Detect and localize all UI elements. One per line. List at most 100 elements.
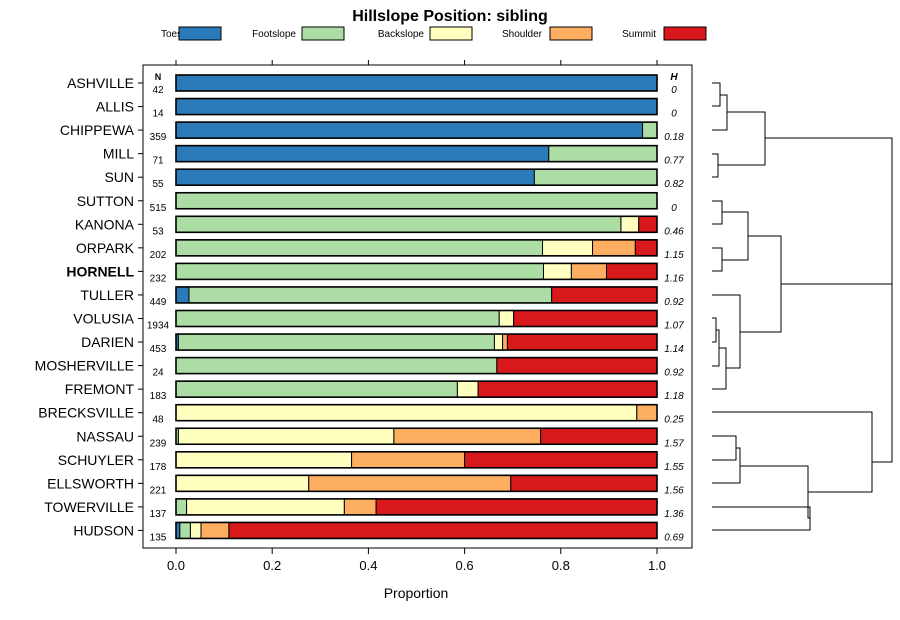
bar-segment-ashville-toeslope — [175, 74, 658, 92]
bar-row-darien — [175, 333, 658, 351]
bar-row-nassau — [175, 427, 658, 446]
h-value-kanona: 0.46 — [664, 226, 684, 237]
bar-segment-mosherville-summit — [496, 357, 658, 375]
bar-segment-brecksville-shoulder — [636, 404, 658, 422]
legend-swatch-summit — [663, 26, 707, 41]
n-value-brecksville: 48 — [152, 415, 164, 426]
n-value-nassau: 239 — [150, 438, 167, 449]
bars — [175, 74, 658, 540]
bar-row-kanona — [175, 215, 658, 234]
bar-segment-sutton-footslope — [175, 192, 658, 210]
h-value-ellsworth: 1.56 — [664, 485, 684, 496]
bar-outline — [175, 239, 658, 257]
bar-segment-tuller-toeslope — [175, 286, 190, 304]
bar-segment-hudson-footslope — [179, 521, 191, 539]
row-label-tuller: TULLER — [80, 287, 134, 303]
h-value-hudson: 0.69 — [664, 532, 684, 543]
bar-segment-nassau-backslope — [177, 427, 395, 445]
bar-segment-hornell-backslope — [542, 262, 572, 280]
bar-segment-hornell-footslope — [175, 262, 544, 280]
h-value-volusia: 1.07 — [664, 321, 684, 332]
bar-segment-orpark-summit — [634, 239, 658, 257]
row-label-fremont: FREMONT — [65, 381, 135, 397]
bar-segment-mill-footslope — [548, 145, 658, 163]
bar-segment-towerville-summit — [375, 498, 658, 516]
bar-segment-chippewa-toeslope — [175, 121, 644, 139]
bar-outline — [175, 450, 658, 469]
bar-outline — [175, 356, 658, 375]
bar-segment-fremont-footslope — [175, 380, 458, 398]
row-label-ellsworth: ELLSWORTH — [47, 475, 134, 491]
bar-outline — [175, 262, 658, 281]
bar-segment-allis-toeslope — [175, 98, 658, 116]
h-value-ashville: 0 — [671, 85, 677, 96]
bar-segment-nassau-shoulder — [393, 427, 542, 445]
bar-outline — [175, 403, 658, 422]
bar-segment-ellsworth-backslope — [175, 474, 310, 492]
dendrogram-branch — [712, 411, 873, 493]
row-label-allis: ALLIS — [96, 99, 134, 115]
n-value-sun: 55 — [152, 179, 164, 190]
bar-segment-ellsworth-shoulder — [308, 474, 512, 492]
row-label-darien: DARIEN — [81, 334, 134, 350]
bar-row-mill — [175, 144, 658, 163]
bar-segment-hudson-summit — [228, 521, 658, 539]
bar-segment-towerville-shoulder — [343, 498, 377, 516]
dendrogram-branch — [740, 465, 810, 519]
x-tick-label-0-2: 0.2 — [263, 558, 281, 573]
bar-outline — [175, 286, 658, 304]
row-label-sun: SUN — [104, 169, 134, 185]
x-tick-label-0-8: 0.8 — [552, 558, 570, 573]
bar-segment-volusia-summit — [513, 310, 658, 327]
row-label-hornell: HORNELL — [66, 263, 134, 279]
h-value-orpark: 1.15 — [664, 250, 684, 261]
row-label-sutton: SUTTON — [77, 193, 134, 209]
bar-outline — [175, 380, 658, 398]
h-value-towerville: 1.36 — [664, 509, 684, 520]
dendrogram-branch — [712, 506, 811, 531]
row-label-brecksville: BRECKSVILLE — [38, 405, 134, 421]
h-value-mill: 0.77 — [664, 156, 684, 167]
row-label-nassau: NASSAU — [76, 428, 134, 444]
bar-segment-volusia-footslope — [175, 310, 500, 327]
h-value-chippewa: 0.18 — [664, 132, 684, 143]
dendrogram-branch — [722, 211, 749, 261]
h-value-fremont: 1.18 — [664, 391, 684, 402]
bar-row-volusia — [175, 309, 658, 328]
dendrogram-branch — [712, 153, 719, 178]
row-label-mosherville: MOSHERVILLE — [35, 358, 134, 374]
x-tick-label-1-0: 1.0 — [648, 558, 666, 573]
n-value-ellsworth: 221 — [150, 485, 167, 496]
legend-label-backslope: Backslope — [378, 29, 425, 40]
bar-outline — [175, 144, 658, 163]
row-label-kanona: KANONA — [75, 216, 135, 232]
bar-segment-tuller-footslope — [188, 286, 553, 304]
bar-row-sun — [175, 168, 658, 186]
row-label-towerville: TOWERVILLE — [44, 499, 134, 515]
h-value-sun: 0.82 — [664, 179, 684, 190]
dendrogram-branch — [872, 211, 893, 463]
n-value-kanona: 53 — [152, 226, 164, 237]
bar-segment-mill-toeslope — [175, 145, 550, 163]
legend: ToeslopeFootslopeBackslopeShoulderSummit — [161, 26, 707, 41]
legend-swatch-toeslope — [178, 26, 222, 41]
bar-segment-nassau-summit — [540, 427, 658, 445]
bar-row-hornell — [175, 262, 658, 281]
bar-outline — [175, 74, 658, 92]
bar-row-fremont — [175, 380, 658, 398]
bar-segment-hornell-shoulder — [570, 262, 607, 280]
row-label-orpark: ORPARK — [76, 240, 135, 256]
h-value-nassau: 1.57 — [664, 438, 684, 449]
h-value-darien: 1.14 — [664, 344, 684, 355]
bar-outline — [175, 168, 658, 186]
dendrogram-branch — [765, 137, 893, 285]
bar-segment-orpark-footslope — [175, 239, 544, 257]
n-value-mill: 71 — [152, 156, 164, 167]
n-value-schuyler: 178 — [150, 462, 167, 473]
bar-segment-tuller-summit — [551, 286, 658, 304]
n-value-hudson: 135 — [150, 532, 167, 543]
bar-row-sutton — [175, 191, 658, 210]
dendrogram-branch — [712, 317, 717, 343]
dendrogram-branch — [712, 247, 723, 272]
